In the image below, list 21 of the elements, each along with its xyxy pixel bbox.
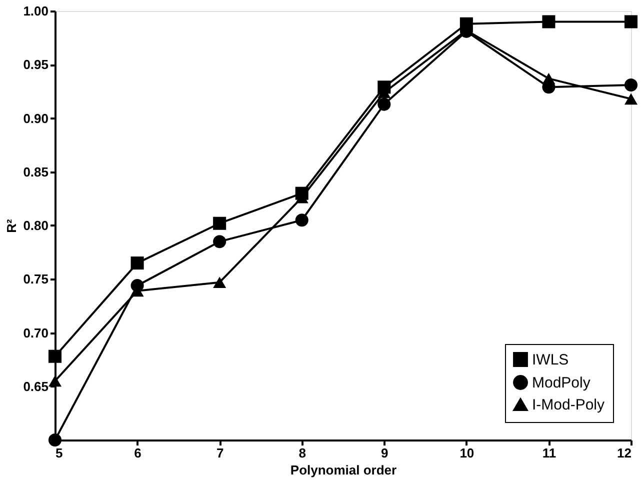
x-tick-label: 8	[298, 446, 306, 460]
y-tick-label: 0.80	[23, 218, 48, 233]
legend-label: IWLS	[532, 352, 569, 368]
y-axis-title: R²	[4, 218, 20, 233]
x-axis-title: Polynomial order	[290, 462, 397, 478]
y-tick-label: 0.90	[23, 110, 48, 126]
legend-label: I-Mod-Poly	[532, 396, 606, 414]
x-tick-label: 12	[617, 446, 632, 460]
x-tick-label: 7	[216, 446, 224, 460]
x-tick-label: 11	[542, 446, 556, 460]
x-tick-label: 10	[460, 446, 474, 460]
legend-label: ModPoly	[532, 374, 591, 392]
y-tick-label: 0.95	[23, 57, 48, 72]
y-tick-label: 0.70	[23, 325, 48, 340]
x-tick-label: 5	[56, 446, 63, 460]
y-tick-label: 0.75	[23, 272, 48, 287]
x-tick-label: 9	[381, 446, 388, 460]
y-tick-label: 0.65	[23, 378, 48, 394]
y-tick-label: 0.85	[23, 164, 48, 180]
x-tick-label: 6	[134, 446, 142, 460]
y-tick-label: 1.00	[23, 4, 48, 18]
